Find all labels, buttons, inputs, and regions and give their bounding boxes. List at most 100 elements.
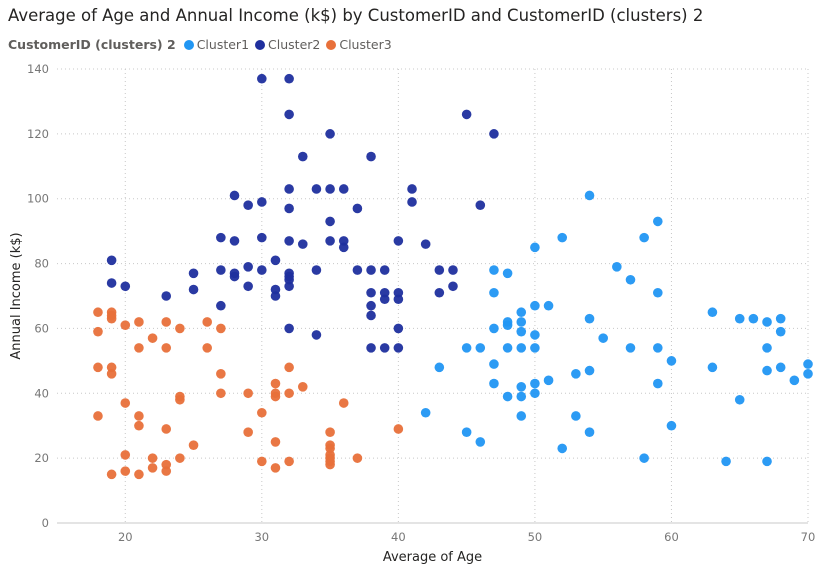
data-point-cluster1[interactable] xyxy=(653,287,663,298)
data-point-cluster1[interactable] xyxy=(420,407,431,418)
data-point-cluster2[interactable] xyxy=(366,300,376,311)
data-point-cluster1[interactable] xyxy=(516,326,527,337)
data-point-cluster1[interactable] xyxy=(639,453,649,463)
data-point-cluster1[interactable] xyxy=(461,427,472,438)
data-point-cluster2[interactable] xyxy=(161,291,172,301)
data-point-cluster3[interactable] xyxy=(161,317,172,327)
data-point-cluster3[interactable] xyxy=(325,459,335,470)
data-point-cluster3[interactable] xyxy=(93,307,103,318)
data-point-cluster1[interactable] xyxy=(584,313,595,324)
data-point-cluster2[interactable] xyxy=(379,294,390,305)
data-point-cluster2[interactable] xyxy=(420,239,431,249)
data-point-cluster1[interactable] xyxy=(489,378,499,389)
data-point-cluster3[interactable] xyxy=(270,378,281,389)
data-point-cluster1[interactable] xyxy=(530,300,540,311)
data-point-cluster2[interactable] xyxy=(393,236,404,246)
data-point-cluster1[interactable] xyxy=(530,388,540,399)
data-point-cluster3[interactable] xyxy=(175,394,185,405)
data-point-cluster2[interactable] xyxy=(106,255,117,266)
data-point-cluster2[interactable] xyxy=(311,330,322,340)
data-point-cluster2[interactable] xyxy=(257,73,267,84)
data-point-cluster1[interactable] xyxy=(734,313,745,324)
data-point-cluster3[interactable] xyxy=(134,343,144,353)
data-point-cluster1[interactable] xyxy=(530,343,540,353)
data-point-cluster1[interactable] xyxy=(489,287,499,298)
data-point-cluster1[interactable] xyxy=(530,242,540,253)
data-point-cluster1[interactable] xyxy=(571,369,581,379)
data-point-cluster3[interactable] xyxy=(93,362,103,373)
data-point-cluster2[interactable] xyxy=(475,200,486,210)
data-point-cluster2[interactable] xyxy=(216,265,226,275)
data-point-cluster2[interactable] xyxy=(297,239,308,249)
data-point-cluster1[interactable] xyxy=(762,343,772,353)
data-point-cluster3[interactable] xyxy=(106,369,117,379)
data-point-cluster1[interactable] xyxy=(762,456,772,467)
data-point-cluster2[interactable] xyxy=(325,216,335,227)
data-point-cluster1[interactable] xyxy=(775,313,786,324)
data-point-cluster3[interactable] xyxy=(134,469,144,480)
data-point-cluster2[interactable] xyxy=(393,294,404,305)
data-point-cluster3[interactable] xyxy=(257,456,267,467)
data-point-cluster1[interactable] xyxy=(516,317,527,327)
data-point-cluster1[interactable] xyxy=(516,343,527,353)
data-point-cluster1[interactable] xyxy=(502,391,513,402)
data-point-cluster3[interactable] xyxy=(134,411,144,421)
data-point-cluster2[interactable] xyxy=(106,278,117,288)
data-point-cluster2[interactable] xyxy=(393,323,404,334)
data-point-cluster1[interactable] xyxy=(639,232,649,243)
data-point-cluster3[interactable] xyxy=(175,453,185,463)
data-point-cluster3[interactable] xyxy=(216,369,226,379)
data-point-cluster2[interactable] xyxy=(243,262,253,272)
data-point-cluster3[interactable] xyxy=(93,326,103,337)
data-point-cluster1[interactable] xyxy=(762,317,772,327)
data-point-cluster1[interactable] xyxy=(502,268,513,279)
data-point-cluster2[interactable] xyxy=(366,343,376,353)
legend-item-cluster1[interactable]: Cluster1 xyxy=(183,37,249,52)
data-point-cluster1[interactable] xyxy=(516,391,527,402)
data-point-cluster1[interactable] xyxy=(748,313,759,324)
data-point-cluster2[interactable] xyxy=(325,184,335,194)
data-point-cluster3[interactable] xyxy=(106,313,117,324)
data-point-cluster3[interactable] xyxy=(297,382,308,392)
data-point-cluster2[interactable] xyxy=(188,268,199,279)
data-point-cluster3[interactable] xyxy=(120,320,131,330)
data-point-cluster2[interactable] xyxy=(338,184,349,194)
data-point-cluster1[interactable] xyxy=(775,326,786,337)
data-point-cluster2[interactable] xyxy=(407,184,417,194)
data-point-cluster1[interactable] xyxy=(502,320,513,330)
data-point-cluster1[interactable] xyxy=(584,190,595,201)
data-point-cluster3[interactable] xyxy=(216,388,226,399)
data-point-cluster3[interactable] xyxy=(188,440,199,450)
data-point-cluster1[interactable] xyxy=(803,359,813,369)
data-point-cluster1[interactable] xyxy=(530,330,540,340)
data-point-cluster1[interactable] xyxy=(434,362,445,373)
data-point-cluster2[interactable] xyxy=(448,265,458,275)
data-point-cluster3[interactable] xyxy=(93,411,103,421)
data-point-cluster1[interactable] xyxy=(489,265,499,275)
data-point-cluster1[interactable] xyxy=(557,443,568,454)
data-point-cluster2[interactable] xyxy=(284,203,294,214)
data-point-cluster3[interactable] xyxy=(270,437,281,447)
data-point-cluster2[interactable] xyxy=(257,197,267,207)
data-point-cluster3[interactable] xyxy=(243,427,253,438)
data-point-cluster2[interactable] xyxy=(366,310,376,321)
data-point-cluster3[interactable] xyxy=(120,466,131,476)
data-point-cluster1[interactable] xyxy=(584,427,595,438)
data-point-cluster1[interactable] xyxy=(734,394,745,405)
data-point-cluster3[interactable] xyxy=(202,343,212,353)
data-point-cluster2[interactable] xyxy=(366,265,376,275)
data-point-cluster3[interactable] xyxy=(284,362,294,373)
data-point-cluster2[interactable] xyxy=(366,151,376,162)
data-point-cluster2[interactable] xyxy=(325,236,335,246)
data-point-cluster2[interactable] xyxy=(188,284,199,295)
data-point-cluster2[interactable] xyxy=(311,265,322,275)
data-point-cluster3[interactable] xyxy=(147,463,158,473)
data-point-cluster3[interactable] xyxy=(134,420,144,431)
data-point-cluster2[interactable] xyxy=(257,265,267,275)
data-point-cluster1[interactable] xyxy=(571,411,581,421)
data-point-cluster2[interactable] xyxy=(229,190,240,201)
data-point-cluster1[interactable] xyxy=(775,362,786,373)
data-point-cluster1[interactable] xyxy=(666,420,677,431)
data-point-cluster3[interactable] xyxy=(161,466,172,476)
data-point-cluster2[interactable] xyxy=(489,129,499,139)
